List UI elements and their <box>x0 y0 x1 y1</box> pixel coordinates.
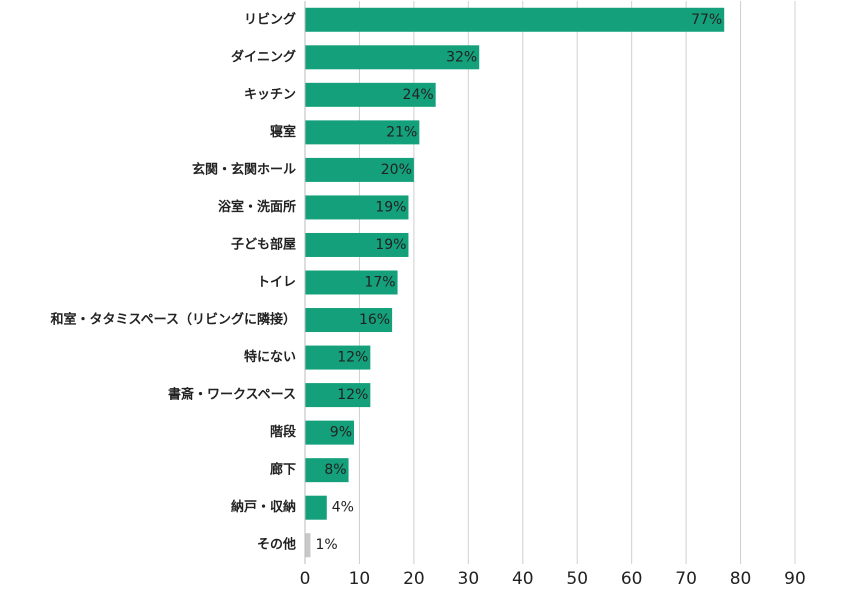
bar <box>305 495 327 520</box>
category-label: 廊下 <box>270 462 296 478</box>
category-label: トイレ <box>257 275 296 290</box>
bar <box>305 7 725 32</box>
x-tick-label: 0 <box>300 569 311 589</box>
value-label: 19% <box>375 237 406 253</box>
x-tick-label: 30 <box>458 569 480 589</box>
category-label: 浴室・洗面所 <box>218 199 296 215</box>
value-label: 12% <box>337 387 368 403</box>
bar <box>305 383 371 408</box>
value-label: 17% <box>364 275 395 291</box>
bar <box>305 420 354 445</box>
x-tick-label: 80 <box>730 569 752 589</box>
value-label: 9% <box>330 425 352 441</box>
bar <box>305 345 371 370</box>
category-label: 寝室 <box>270 124 296 140</box>
x-tick-label: 70 <box>675 569 697 589</box>
value-label: 77% <box>691 12 722 28</box>
bar <box>305 308 393 333</box>
x-tick-label: 40 <box>512 569 534 589</box>
x-tick-label: 50 <box>566 569 588 589</box>
bar <box>305 82 436 107</box>
category-label: 納戸・収納 <box>231 499 296 515</box>
value-label: 21% <box>386 124 417 140</box>
value-label: 24% <box>403 87 434 103</box>
bar <box>305 195 409 220</box>
bar <box>305 270 398 295</box>
x-tick-label: 20 <box>403 569 425 589</box>
bar <box>305 157 414 182</box>
value-label: 32% <box>446 49 477 65</box>
x-tick-label: 90 <box>784 569 806 589</box>
category-label: 階段 <box>270 424 296 440</box>
value-label: 16% <box>359 312 390 328</box>
category-label: その他 <box>257 537 296 553</box>
value-label: 1% <box>315 537 337 553</box>
category-label: 特にない <box>244 349 296 365</box>
category-label: 子ども部屋 <box>231 236 296 252</box>
bar <box>305 232 409 257</box>
value-label: 12% <box>337 350 368 366</box>
category-label: ダイニング <box>231 49 296 65</box>
value-label: 20% <box>381 162 412 178</box>
value-label: 8% <box>324 462 346 478</box>
category-label: リビング <box>244 11 296 27</box>
bar <box>305 120 420 145</box>
value-label: 4% <box>332 500 354 516</box>
bar <box>305 458 349 483</box>
category-label: 書斎・ワークスペース <box>168 387 296 403</box>
x-tick-label: 60 <box>621 569 643 589</box>
x-tick-label: 10 <box>349 569 371 589</box>
category-label: 玄関・玄関ホール <box>192 161 296 177</box>
bar <box>305 533 311 558</box>
bar <box>305 45 480 70</box>
value-label: 19% <box>375 199 406 215</box>
category-label: キッチン <box>244 87 296 102</box>
category-label: 和室・タタミスペース（リビングに隣接） <box>51 312 296 328</box>
